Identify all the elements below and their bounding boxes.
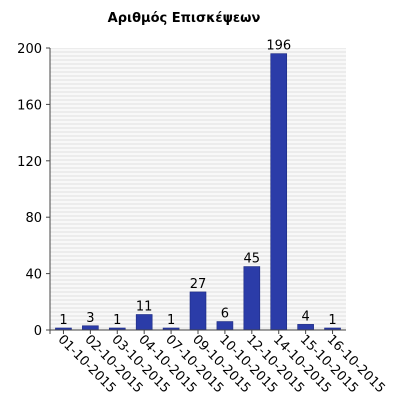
data-label: 1: [167, 313, 175, 328]
bar: [135, 314, 153, 331]
bar: [82, 325, 99, 331]
data-label: 4: [301, 309, 309, 324]
data-label: 1: [328, 313, 336, 328]
data-label: 45: [244, 252, 261, 267]
bars: [55, 53, 341, 331]
bar: [243, 266, 261, 331]
y-tick-label: 0: [34, 324, 42, 339]
data-label: 196: [266, 39, 291, 54]
x-axis: 01-10-201502-10-201503-10-201504-10-2015…: [46, 329, 388, 396]
data-label: 11: [136, 299, 153, 314]
y-tick-label: 120: [17, 155, 42, 170]
data-label: 1: [59, 313, 67, 328]
bar: [216, 321, 234, 331]
y-tick-label: 80: [25, 211, 42, 226]
y-tick-label: 200: [17, 42, 42, 57]
plot-background: [50, 48, 346, 330]
data-label: 6: [221, 307, 229, 322]
data-label: 1: [113, 313, 121, 328]
bar: [270, 53, 288, 331]
grid-lines: [50, 49, 346, 327]
y-tick-label: 40: [25, 268, 42, 283]
bar: [297, 324, 314, 331]
data-label: 3: [86, 311, 94, 326]
data-label: 27: [190, 277, 207, 292]
bar: [189, 291, 207, 331]
chart-title: Αριθμός Επισκέψεων: [108, 11, 261, 26]
y-axis: 0 40 80 120 160 200: [17, 42, 51, 339]
y-tick-label: 160: [17, 98, 42, 113]
